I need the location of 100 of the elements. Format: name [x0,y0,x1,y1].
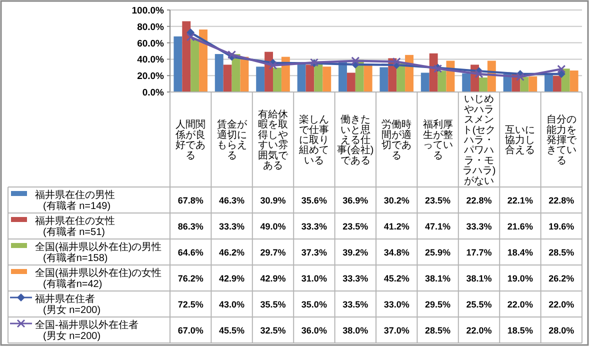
bar [479,77,488,92]
data-label: 34.8% [384,248,410,258]
data-label: 38.1% [425,274,451,284]
data-label: 41.2% [384,222,410,232]
x-tick-label: 互いに協力し合える [505,124,536,156]
data-label: 25.9% [425,248,451,258]
data-label: 46.3% [219,196,245,206]
data-label: 36.9% [342,196,368,206]
data-label: 22.8% [466,196,492,206]
data-label: 42.9% [260,274,286,284]
bar [223,64,232,92]
legend-label: 全国-福井県以外在住者 (男女 n=200) [35,319,138,342]
x-tick-label: 自分の能力を発揮できている [546,114,578,166]
bar [520,76,529,92]
point [392,57,401,66]
bar [182,21,191,92]
bar [364,64,372,92]
x-tick-label: 福利厚生が整っている [422,118,453,162]
point [351,56,360,66]
data-label: 25.5% [466,300,492,310]
bar [438,70,446,92]
data-label: 35.6% [301,196,327,206]
data-label: 36.0% [301,326,327,336]
data-label: 45.2% [384,274,410,284]
point [186,28,195,37]
data-label: 22.0% [466,326,492,336]
y-tick-label: 0.0% [142,88,165,98]
point [186,32,195,42]
x-tick-label: 人間関係が良好である [176,120,206,162]
y-tick-label: 60.0% [137,38,165,50]
legend-label: 全国(福井県以外在住)の女性 (有職者n=42) [35,267,162,290]
bar [297,62,306,92]
data-label: 19.0% [507,274,533,284]
data-label: 64.6% [178,248,204,258]
bar [256,66,265,92]
data-label: 37.0% [384,326,410,336]
data-label: 33.3% [342,274,368,284]
bar [380,67,388,92]
data-label: 19.6% [548,222,574,232]
bar [462,73,471,92]
x-tick-label: 労働時間が適切である [382,118,412,162]
data-label: 45.5% [219,326,245,336]
x-tick-label: 有給休暇を取得しやすい雰囲気である [258,108,289,172]
point [516,72,524,82]
bar [190,39,200,92]
bar [174,36,182,92]
data-label: 35.0% [301,300,327,310]
point [268,61,278,70]
data-label: 33.3% [466,222,492,232]
data-label: 21.6% [507,222,533,232]
bar [240,56,249,92]
data-label: 18.4% [507,248,533,258]
data-label: 33.0% [384,300,410,310]
x-tick-label: 楽しんで仕事に取り組めている [298,114,330,166]
data-label: 22.0% [507,300,533,310]
data-label: 22.0% [548,300,574,310]
data-label: 49.0% [260,222,286,232]
data-label: 23.5% [342,222,368,232]
data-label: 31.0% [301,274,327,284]
legend-label: 福井県在住者 (男女 n=200) [35,293,101,316]
bar [570,70,578,92]
legend-label: 全国(福井県以外在住)の男性 (有職者n=158) [35,241,162,264]
data-label: 32.5% [260,326,286,336]
data-label: 26.2% [548,274,574,284]
data-label: 37.3% [301,248,327,258]
bar [273,68,282,92]
data-label: 67.0% [178,326,204,336]
legend-label: 福井県在住の男性 (有職者 n=149) [35,189,115,212]
bar [420,72,430,92]
data-label: 42.9% [219,274,245,284]
data-label: 29.5% [425,300,451,310]
data-label: 86.3% [178,222,204,232]
data-label: 39.2% [342,248,368,258]
y-tick-label: 100.0% [132,6,165,16]
data-label: 35.5% [260,300,286,310]
data-label: 17.7% [466,248,492,258]
y-tick-label: 80.0% [137,22,165,33]
bar [346,72,356,92]
x-tick-label: 働きたいと思える仕事(会社)である [337,114,374,166]
data-label: 33.3% [219,222,245,232]
y-tick-label: 20.0% [137,71,165,82]
point [474,70,484,78]
data-label: 76.2% [178,274,204,284]
bar [306,64,314,92]
data-label: 38.1% [466,274,492,284]
data-label: 47.1% [425,222,451,232]
data-label: 46.2% [219,248,245,258]
data-label: 30.2% [384,196,410,206]
bar [552,76,562,92]
data-label: 67.8% [178,196,204,206]
point [228,50,236,59]
data-label: 22.8% [548,196,574,206]
data-label: 33.5% [342,300,368,310]
data-label: 23.5% [425,196,451,206]
bar [214,54,224,92]
x-tick-label: 賃金が適切にもらえる [216,118,248,162]
data-label: 18.5% [507,326,533,336]
bar [528,76,538,92]
data-label: 28.5% [425,326,451,336]
bar [199,30,208,92]
